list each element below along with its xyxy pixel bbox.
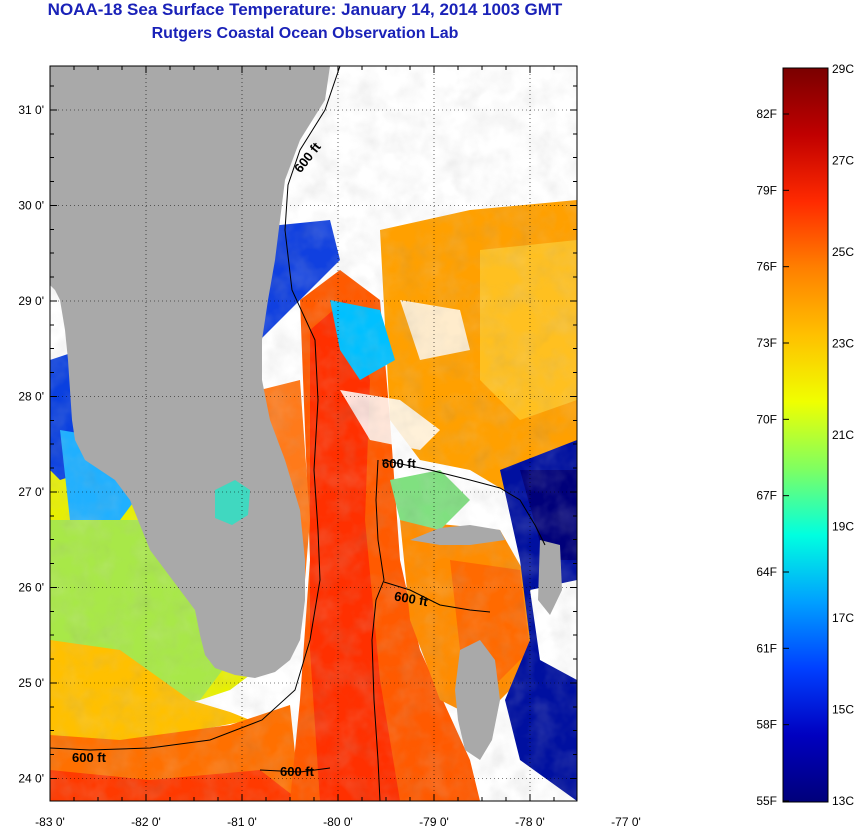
florida-land: [50, 66, 330, 678]
colorbar-fahrenheit-label: 82F: [756, 107, 777, 121]
colorbar-celsius-label: 23C: [832, 337, 854, 351]
colorbar-celsius-label: 15C: [832, 703, 854, 717]
lat-label: 27 0': [18, 485, 44, 499]
colorbar-celsius-label: 27C: [832, 154, 854, 168]
contour-label: 600 ft: [72, 750, 107, 765]
colorbar-fahrenheit-label: 67F: [756, 489, 777, 503]
lat-label: 25 0': [18, 676, 44, 690]
contour-600ft: [50, 66, 341, 751]
colorbar-celsius-label: 13C: [832, 794, 854, 808]
lat-label: 24 0': [18, 772, 44, 786]
lon-label: -80 0': [323, 815, 353, 829]
lake-okeechobee: [215, 480, 250, 525]
lon-label: -83 0': [35, 815, 65, 829]
colorbar-celsius-label: 25C: [832, 245, 854, 259]
colorbar-fahrenheit-label: 64F: [756, 565, 777, 579]
colorbar-fahrenheit-label: 76F: [756, 260, 777, 274]
lat-label: 26 0': [18, 581, 44, 595]
map-title: NOAA-18 Sea Surface Temperature: January…: [47, 0, 563, 19]
map-plot-area: [50, 66, 577, 801]
contour-label: 600 ft: [393, 588, 430, 609]
colorbar-fahrenheit-label: 61F: [756, 641, 777, 655]
colorbar-celsius-label: 19C: [832, 520, 854, 534]
colorbar: [782, 67, 829, 803]
colorbar-fahrenheit-label: 73F: [756, 336, 777, 350]
lon-label: -82 0': [131, 815, 161, 829]
map-subtitle: Rutgers Coastal Ocean Observation Lab: [151, 25, 459, 42]
grand-bahama-land: [410, 525, 505, 545]
colorbar-fahrenheit-label: 58F: [756, 718, 777, 732]
colorbar-celsius-label: 21C: [832, 428, 854, 442]
colorbar-celsius-label: 29C: [832, 62, 854, 76]
colorbar-fahrenheit-label: 79F: [756, 183, 777, 197]
lon-label: -79 0': [419, 815, 449, 829]
lat-label: 30 0': [18, 199, 44, 213]
colorbar-ticks: 29C 27C 25C 23C 21C 19C 17C 15C 13C 82F 79F 76F 73F 7…: [756, 62, 854, 808]
lat-label: 29 0': [18, 294, 44, 308]
contour-label: 600 ft: [382, 456, 417, 471]
map-grid: [50, 66, 577, 801]
lon-label: -81 0': [227, 815, 257, 829]
colorbar-fahrenheit-label: 70F: [756, 412, 777, 426]
lon-label: -78 0': [515, 815, 545, 829]
lat-label: 28 0': [18, 390, 44, 404]
andros-land: [455, 640, 500, 760]
lon-label: -77 0': [611, 815, 641, 829]
colorbar-fahrenheit-label: 55F: [756, 794, 777, 808]
map-axes: -83 0' -82 0' -81 0' -80 0' -79 0' -78 0' -77 …: [18, 66, 641, 829]
lat-label: 31 0': [18, 103, 44, 117]
contour-label: 600 ft: [280, 764, 315, 779]
colorbar-celsius-label: 17C: [832, 611, 854, 625]
